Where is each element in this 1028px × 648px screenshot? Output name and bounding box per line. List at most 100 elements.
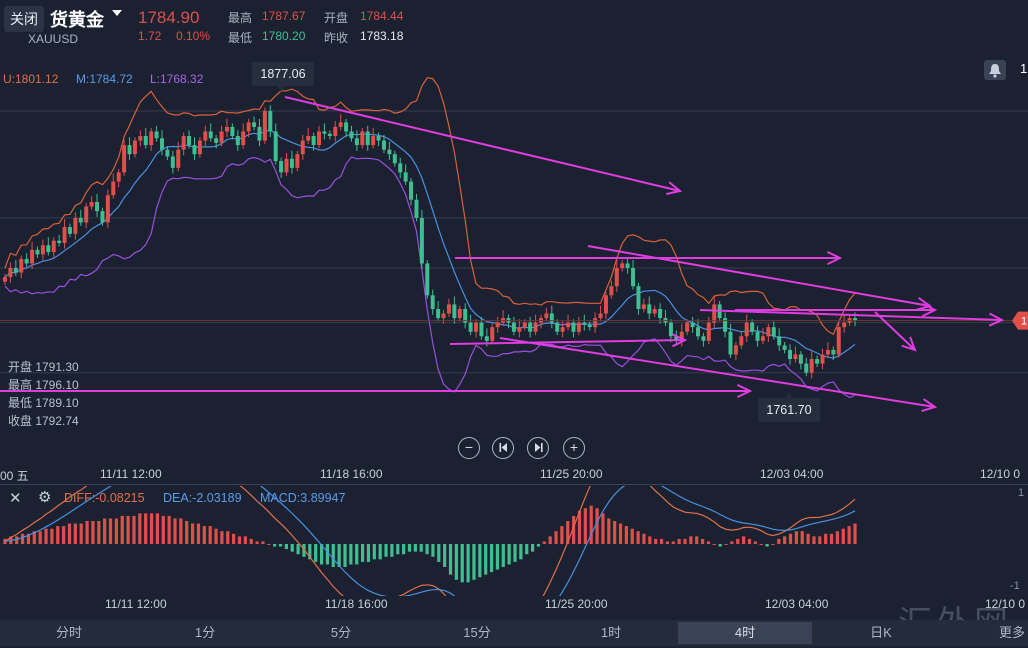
macd-bar xyxy=(208,526,212,544)
step-back-button[interactable] xyxy=(492,437,514,459)
macd-bar xyxy=(114,518,118,544)
macd-bar xyxy=(718,544,722,547)
candle-body xyxy=(246,122,251,132)
macd-x-tick-2: 11/18 16:00 xyxy=(325,597,388,611)
candle-body xyxy=(344,122,349,132)
candle-body xyxy=(511,322,516,332)
candle-body xyxy=(782,345,787,350)
candle-body xyxy=(685,322,690,332)
macd-bar xyxy=(583,508,587,544)
candle-body xyxy=(842,322,847,328)
trend-arrow-6-head xyxy=(671,333,688,348)
macd-x-tick-3: 11/25 20:00 xyxy=(545,597,608,611)
tab-4hour[interactable]: 4时 xyxy=(678,622,812,644)
tab-1hour[interactable]: 1时 xyxy=(600,625,622,640)
candle-body xyxy=(30,249,35,264)
macd-bar xyxy=(220,531,224,544)
candle-body xyxy=(798,354,803,364)
macd-bar xyxy=(642,533,646,544)
candle-body xyxy=(176,149,181,168)
settings-gear-icon[interactable]: ⚙ xyxy=(38,489,52,506)
open-label: 开盘 xyxy=(324,11,349,25)
zoom-in-button[interactable]: + xyxy=(563,437,585,459)
candle-body xyxy=(219,131,224,143)
candle-body xyxy=(165,149,170,157)
macd-bar xyxy=(636,531,640,544)
candle-body xyxy=(257,126,262,141)
macd-bar xyxy=(237,536,242,544)
macd-bar xyxy=(38,531,42,544)
close-indicator-icon[interactable]: ✕ xyxy=(9,490,22,507)
candle-body xyxy=(755,331,760,341)
candle-body xyxy=(658,308,663,319)
step-forward-button[interactable] xyxy=(527,437,549,459)
zoom-out-button[interactable]: − xyxy=(458,437,480,459)
macd-bar xyxy=(548,536,552,544)
macd-bar xyxy=(812,536,816,544)
macd-bar xyxy=(613,521,617,544)
candle-body xyxy=(495,322,500,328)
macd-bar xyxy=(536,544,541,547)
macd-bar xyxy=(507,544,511,565)
candle-body xyxy=(132,140,137,155)
macd-bar xyxy=(284,544,288,550)
macd-bar xyxy=(214,528,218,544)
candle-body xyxy=(181,136,186,150)
candle-body xyxy=(484,336,489,341)
macd-bar xyxy=(841,528,845,544)
timeframe-tabbar xyxy=(0,620,1028,646)
tab-timeshare[interactable]: 分时 xyxy=(55,625,82,640)
close-button[interactable]: 关闭 xyxy=(4,6,44,32)
cursor-time-label: 00 五 xyxy=(0,469,29,483)
candle-body xyxy=(733,345,738,355)
macd-bar xyxy=(196,523,201,544)
candle-body xyxy=(73,217,78,234)
candle-body xyxy=(19,258,24,273)
macd-bar xyxy=(79,523,83,544)
tab-daily[interactable]: 日K xyxy=(870,625,892,640)
macd-bar xyxy=(407,544,412,552)
macd-bar xyxy=(560,526,564,544)
price-chart[interactable]: 1 1877.06 1761.70 xyxy=(0,60,1028,466)
max-price-label-box xyxy=(252,62,314,86)
macd-bar xyxy=(806,533,810,544)
candle-body xyxy=(46,245,51,253)
macd-bar xyxy=(349,544,353,565)
candle-body xyxy=(528,322,533,332)
macd-bar xyxy=(835,531,840,544)
candle-body xyxy=(100,211,105,223)
candle-body xyxy=(566,322,571,328)
macd-bar xyxy=(120,515,124,544)
open-value: 1784.44 xyxy=(360,9,404,23)
macd-bar xyxy=(103,518,107,544)
candle-body xyxy=(668,322,673,337)
macd-bar xyxy=(32,531,36,544)
macd-bar xyxy=(173,518,177,544)
macd-bar xyxy=(572,515,576,544)
candle-body xyxy=(170,156,175,168)
ohlc-close: 收盘 1792.74 xyxy=(8,414,79,428)
macd-bar xyxy=(700,538,705,544)
candle-body xyxy=(95,202,100,212)
tab-more[interactable]: 更多 xyxy=(998,625,1025,640)
candle-body xyxy=(3,277,7,282)
macd-bar xyxy=(419,544,423,552)
candle-body xyxy=(457,308,462,319)
macd-bar xyxy=(202,526,206,544)
instrument-title[interactable]: 货黄金 xyxy=(50,10,104,30)
macd-bar xyxy=(249,538,253,544)
candle-body xyxy=(430,295,435,309)
tab-1min[interactable]: 1分 xyxy=(194,625,216,640)
candle-body xyxy=(555,322,560,332)
tab-15min[interactable]: 15分 xyxy=(463,625,491,640)
candle-body xyxy=(701,336,706,341)
alert-bell-icon[interactable] xyxy=(984,60,1006,80)
macd-bar xyxy=(478,544,482,578)
chevron-down-icon[interactable] xyxy=(112,10,122,16)
trend-arrow-3-head xyxy=(916,297,933,311)
macd-chart[interactable] xyxy=(0,486,1028,596)
price-change: 1.72 xyxy=(138,29,162,43)
macd-bar xyxy=(126,515,130,544)
macd-bar xyxy=(62,526,66,544)
tab-5min[interactable]: 5分 xyxy=(330,625,352,640)
